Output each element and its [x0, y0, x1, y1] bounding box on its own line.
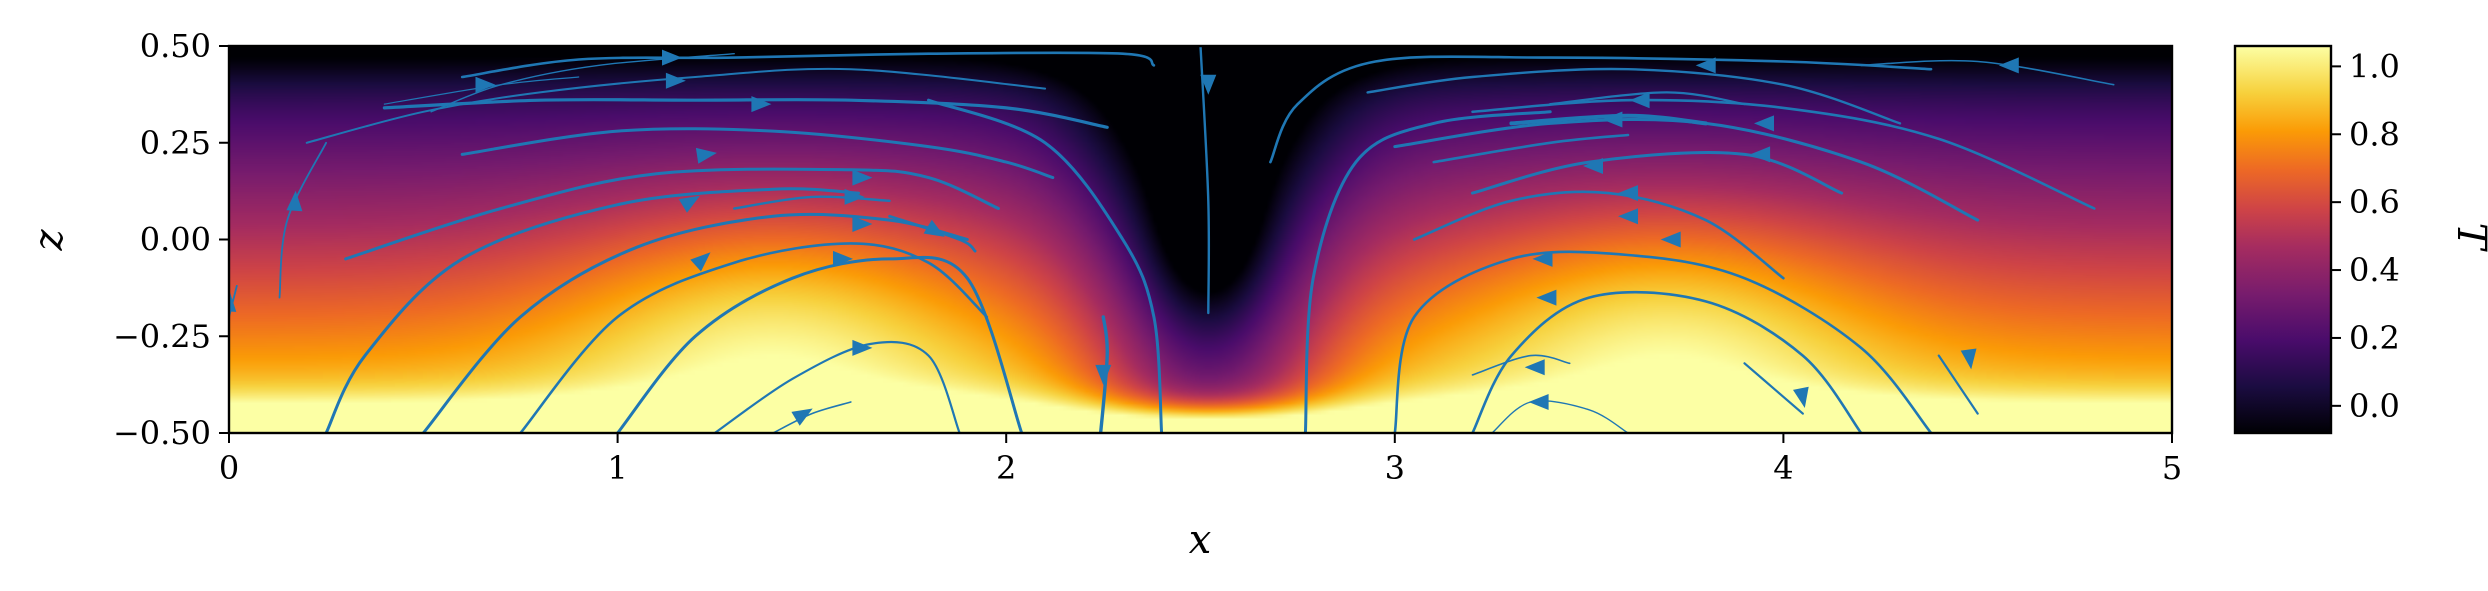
streamline-arrow — [751, 96, 772, 113]
streamline-arrow — [1095, 364, 1112, 385]
streamline — [1491, 400, 1629, 433]
streamline — [1393, 250, 1933, 433]
streamline-arrow — [852, 216, 873, 232]
streamline-arrow — [1750, 146, 1771, 163]
streamline — [616, 255, 1024, 433]
streamline-arrow — [1618, 208, 1638, 225]
streamline — [1743, 362, 1804, 415]
streamline-arrow — [229, 291, 237, 312]
streamline — [460, 127, 1055, 180]
streamlines — [229, 46, 2115, 433]
y-tick-label: −0.25 — [113, 317, 211, 355]
streamline-arrow — [286, 190, 303, 212]
streamline — [1471, 354, 1571, 376]
streamline — [713, 340, 961, 433]
x-tick-label: 1 — [607, 449, 627, 487]
streamline — [305, 67, 1047, 144]
streamline — [324, 187, 860, 433]
streamline — [772, 401, 852, 433]
x-axis-label: x — [1189, 517, 1212, 563]
x-tick-label: 5 — [2162, 449, 2182, 487]
x-tick-label: 4 — [1773, 449, 1793, 487]
x-tick-label: 2 — [996, 449, 1016, 487]
streamline — [1937, 354, 1979, 415]
colorbar-label: T — [2448, 223, 2488, 253]
streamline-arrow — [833, 250, 853, 267]
streamline-arrow — [665, 72, 686, 89]
streamline — [1471, 290, 1863, 433]
y-axis: −0.50 −0.25 0.00 0.25 0.50 — [113, 27, 229, 452]
colorbar-tick-label: 0.0 — [2349, 387, 2400, 425]
streamline-arrow — [1524, 359, 1545, 376]
streamline-arrow — [1960, 348, 1977, 370]
streamline-arrow — [852, 169, 873, 186]
streamline-arrow — [1200, 74, 1217, 95]
streamline — [1549, 91, 1746, 106]
streamline-arrow — [791, 408, 813, 426]
colorbar-tick-label: 1.0 — [2349, 47, 2400, 85]
streamline-arrow — [662, 49, 682, 66]
streamline-arrow — [690, 252, 711, 272]
plot-area — [227, 44, 2174, 435]
colorbar-tick-label: 0.4 — [2349, 251, 2400, 289]
colorbar: 0.0 0.2 0.4 0.6 0.8 1.0 T — [2233, 44, 2488, 435]
streamline-arrow — [1660, 231, 1681, 248]
streamline-arrow — [1695, 57, 1716, 74]
streamline — [1412, 190, 1785, 280]
colorbar-tick-label: 0.2 — [2349, 319, 2400, 357]
streamline-arrows — [229, 49, 2019, 426]
colorbar-ticks: 0.0 0.2 0.4 0.6 0.8 1.0 — [2331, 47, 2400, 425]
streamline-arrow — [1793, 386, 1809, 408]
streamline — [383, 76, 580, 105]
streamline-arrow — [852, 339, 873, 356]
streamline — [1509, 113, 1708, 126]
streamline — [927, 98, 1164, 433]
y-tick-label: 0.00 — [140, 221, 211, 259]
x-tick-label: 3 — [1385, 449, 1405, 487]
streamline-arrow — [1754, 115, 1774, 132]
streamline-arrow — [1528, 394, 1549, 410]
streamline — [1432, 133, 1630, 164]
streamline-arrow — [1536, 289, 1557, 306]
x-tick-label: 0 — [219, 449, 239, 487]
colorbar-frame — [2233, 44, 2333, 435]
streamline-arrow — [678, 195, 700, 213]
streamline-arrow — [475, 76, 496, 93]
streamline-arrow — [1532, 250, 1553, 267]
colorbar-tick-label: 0.6 — [2349, 183, 2400, 221]
streamline — [1098, 315, 1109, 433]
streamline-arrow — [1998, 57, 2019, 74]
streamline-arrow — [1583, 158, 1603, 174]
streamline-arrow — [1618, 185, 1638, 202]
y-tick-label: 0.25 — [140, 124, 211, 162]
colorbar-tick-label: 0.8 — [2349, 115, 2400, 153]
streamline — [382, 98, 1109, 129]
streamline — [1471, 151, 1844, 195]
x-axis: 0 1 2 3 4 5 — [219, 433, 2182, 487]
streamline — [278, 141, 327, 299]
streamline-arrow — [1602, 111, 1623, 128]
streamline — [733, 195, 891, 210]
streamline — [1269, 55, 1933, 164]
streamline — [519, 242, 989, 433]
streamline — [1860, 59, 2115, 86]
streamline — [1366, 67, 1902, 125]
y-axis-label: z — [26, 229, 72, 252]
streamline — [888, 214, 977, 253]
streamline — [1471, 98, 2096, 210]
streamline-arrow — [1629, 92, 1650, 109]
y-tick-label: −0.50 — [113, 414, 211, 452]
streamline — [421, 212, 969, 433]
streamline-arrow — [923, 219, 945, 237]
y-tick-label: 0.50 — [140, 27, 211, 65]
streamline — [460, 51, 1156, 79]
streamline — [1303, 110, 1552, 433]
streamline — [344, 167, 1000, 261]
streamline-arrow — [844, 188, 865, 205]
streamline-arrow — [695, 147, 717, 164]
colorbar-gradient — [2235, 46, 2331, 433]
